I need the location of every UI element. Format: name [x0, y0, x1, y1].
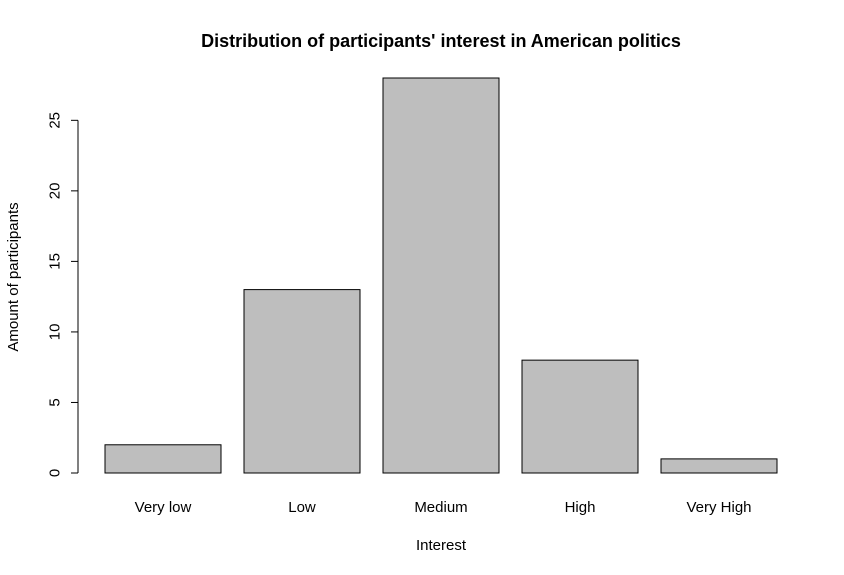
y-tick-label: 0 [46, 469, 63, 477]
x-tick-label: High [565, 499, 596, 516]
x-tick-label: Very low [135, 499, 192, 516]
y-tick-label: 20 [46, 183, 63, 200]
bar-high [521, 359, 639, 474]
bar-medium [382, 77, 500, 474]
y-tick-label: 10 [46, 324, 63, 341]
y-axis: 0 5 10 15 20 25 [46, 112, 79, 477]
x-tick-labels: Very low Low Medium High Very High [135, 499, 752, 516]
y-axis-label: Amount of participants [5, 202, 22, 351]
x-axis-label: Interest [416, 537, 467, 554]
x-tick-label: Low [288, 499, 316, 516]
chart-title: Distribution of participants' interest i… [201, 31, 681, 51]
bar-very-low [104, 444, 222, 474]
x-tick-label: Very High [686, 499, 751, 516]
y-tick-label: 25 [46, 112, 63, 129]
bar-low [243, 289, 361, 474]
x-tick-label: Medium [414, 499, 467, 516]
y-tick-label: 5 [46, 398, 63, 406]
bar-very-high [660, 458, 778, 474]
y-tick-label: 15 [46, 253, 63, 270]
bars-group [104, 77, 778, 474]
